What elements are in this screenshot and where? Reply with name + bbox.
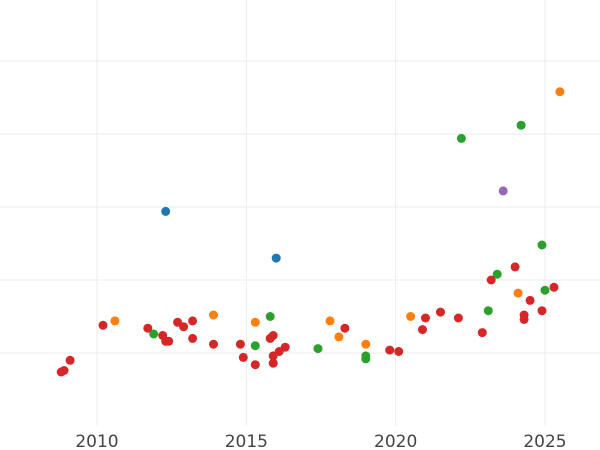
data-point-green — [537, 240, 547, 250]
data-point-green — [483, 306, 493, 316]
data-point-purple — [498, 186, 508, 196]
data-point-red — [394, 347, 404, 356]
data-point-red — [209, 339, 218, 349]
data-point-blue — [271, 253, 281, 263]
data-point-red — [143, 323, 153, 333]
data-point-green — [456, 133, 466, 143]
data-point-red — [235, 339, 245, 349]
data-point-red — [65, 355, 75, 365]
data-point-orange — [334, 332, 344, 342]
data-point-orange — [406, 312, 416, 321]
data-point-red — [268, 358, 278, 368]
data-point-red — [418, 325, 427, 335]
data-point-red — [549, 282, 559, 292]
data-point-red — [436, 307, 445, 317]
x-tick-label: 2015 — [225, 432, 268, 450]
data-point-green — [149, 329, 159, 339]
data-point-red — [250, 360, 260, 370]
data-point-red — [268, 331, 278, 340]
data-point-orange — [361, 339, 371, 349]
data-point-green — [313, 344, 323, 354]
data-point-red — [537, 306, 547, 316]
x-tick-label: 2010 — [75, 432, 118, 450]
data-point-red — [519, 314, 529, 324]
data-point-green — [516, 120, 526, 130]
data-point-green — [492, 269, 502, 279]
data-point-green — [361, 354, 371, 364]
x-axis-ticks: 2010 2015 2020 2025 — [75, 432, 566, 450]
data-point-orange — [250, 317, 260, 327]
data-point-red — [280, 342, 290, 352]
data-point-red — [525, 295, 535, 305]
data-point-orange — [110, 316, 120, 326]
data-point-red — [188, 316, 198, 326]
data-point-orange — [513, 288, 523, 298]
data-point-red — [188, 333, 198, 343]
data-point-red — [486, 275, 496, 285]
data-point-orange — [555, 87, 565, 97]
data-point-red — [179, 322, 189, 332]
data-point-orange — [325, 316, 335, 326]
data-point-green — [540, 285, 550, 295]
data-point-green — [265, 312, 275, 321]
data-point-red — [98, 320, 108, 330]
grid — [0, 0, 600, 426]
data-point-red — [59, 366, 69, 375]
data-point-red — [385, 345, 395, 355]
data-point-red — [164, 336, 174, 346]
data-point-red — [421, 313, 430, 323]
data-point-red — [238, 352, 248, 362]
data-point-red — [477, 328, 487, 338]
data-point-red — [510, 262, 520, 272]
data-point-blue — [161, 206, 171, 216]
data-point-green — [250, 341, 260, 351]
x-tick-label: 2020 — [374, 432, 417, 450]
data-points — [56, 87, 565, 377]
data-point-red — [340, 323, 350, 333]
data-point-orange — [209, 310, 218, 320]
data-point-red — [453, 313, 463, 323]
x-tick-label: 2025 — [523, 432, 566, 450]
